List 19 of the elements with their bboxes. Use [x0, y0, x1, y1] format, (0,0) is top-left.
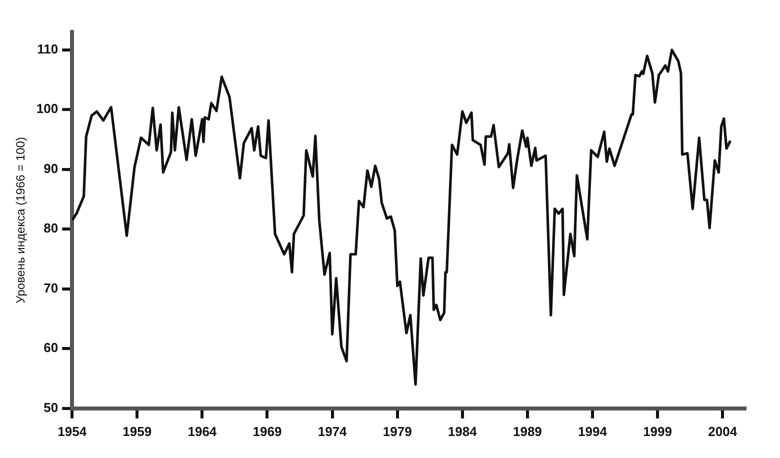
x-tick-label: 1999 — [643, 424, 672, 439]
x-tick-label: 1994 — [578, 424, 608, 439]
y-tick-label: 100 — [36, 101, 58, 116]
y-axis-title: Уровень индекса (1966 = 100) — [14, 137, 28, 304]
x-tick-label: 1969 — [252, 424, 282, 439]
y-tick-label: 90 — [44, 160, 58, 176]
x-tick-label: 1989 — [512, 424, 542, 439]
x-tick-label: 2004 — [708, 424, 738, 439]
x-tick-label: 1954 — [58, 424, 88, 439]
x-tick-label: 1974 — [318, 424, 348, 439]
y-tick-label: 60 — [44, 340, 58, 356]
x-tick-label: 1979 — [382, 424, 412, 439]
y-tick-label: 50 — [44, 400, 58, 415]
x-tick-label: 1964 — [188, 424, 218, 439]
x-tick-label: 1959 — [122, 424, 152, 439]
y-tick-label: 110 — [37, 42, 58, 56]
y-tick-label: 70 — [44, 280, 58, 296]
x-tick-label: 1984 — [448, 424, 478, 439]
y-tick-label: 80 — [44, 220, 58, 236]
